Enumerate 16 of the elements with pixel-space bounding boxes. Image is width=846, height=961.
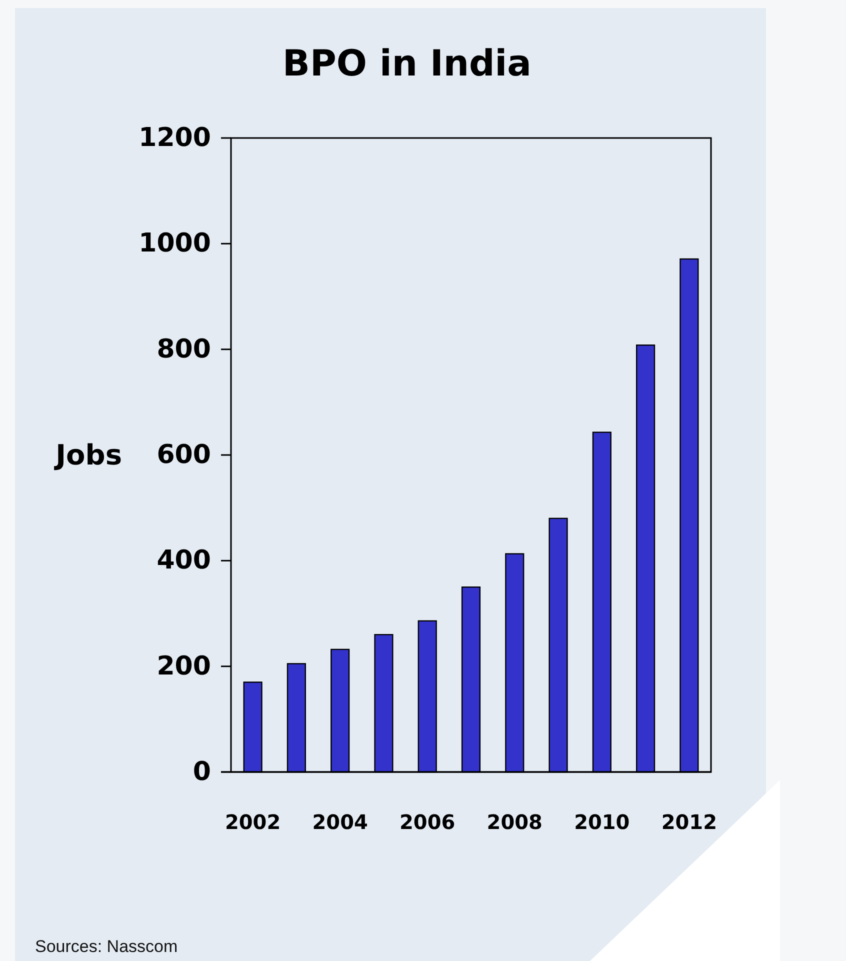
y-tick-label: 1000 — [138, 228, 211, 259]
x-tick-label: 2004 — [312, 810, 368, 834]
chart-title: BPO in India — [282, 44, 532, 84]
y-tick-label: 800 — [156, 334, 211, 364]
x-tick-label: 2010 — [574, 810, 630, 834]
y-tick-label: 0 — [192, 757, 211, 787]
x-tick-label: 2002 — [224, 810, 281, 834]
x-tick-label: 2006 — [400, 810, 456, 834]
y-axis-title: Jobs — [54, 438, 122, 472]
y-tick-label: 1200 — [138, 123, 211, 153]
y-tick-label: 400 — [156, 546, 211, 576]
y-tick-label: 600 — [156, 440, 211, 470]
x-tick-label: 2008 — [486, 810, 542, 834]
x-tick-label: 2012 — [661, 810, 718, 834]
source-note: Sources: Nasscom — [35, 937, 178, 956]
y-tick-label: 200 — [156, 651, 211, 682]
